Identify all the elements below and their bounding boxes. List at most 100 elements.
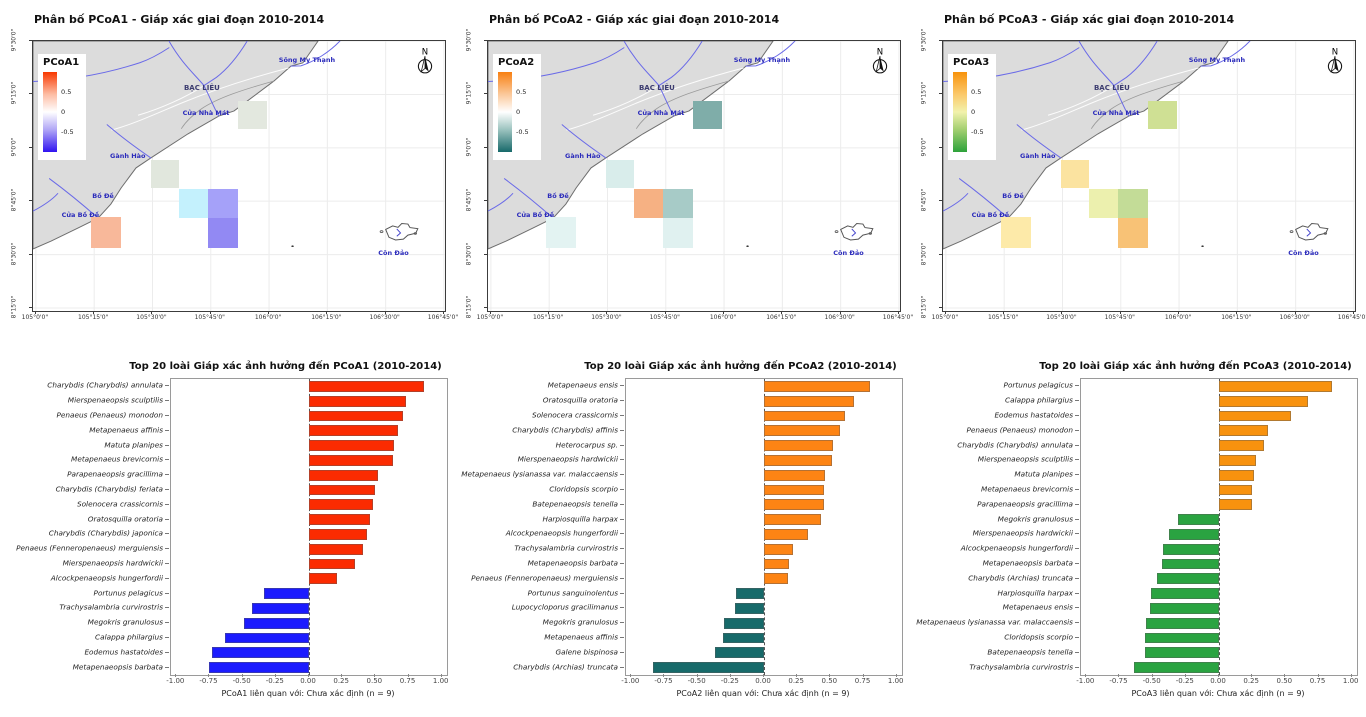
species-label: Trachysalambria curvirostris <box>514 543 618 553</box>
species-label: Metapenaeus ensis <box>547 380 618 390</box>
map-x-tick-label: 105°0'0" <box>476 314 504 321</box>
bar <box>764 484 824 496</box>
chart-x-tick <box>895 674 897 677</box>
con-dao-island <box>380 224 418 240</box>
species-axis-tick <box>620 518 624 520</box>
bar <box>764 499 824 511</box>
chart-x-tick-label: -0.75 <box>199 677 218 685</box>
chart-x-tick-label: -0.75 <box>654 677 673 685</box>
species-axis-tick <box>620 444 624 446</box>
map-y-tick-label: 9°0'0" <box>465 137 473 157</box>
species-axis-tick <box>165 429 169 431</box>
map-legend: PCoA1 0.5 0 -0.5 <box>38 54 86 160</box>
chart-x-tick-label: -0.75 <box>1109 677 1128 685</box>
chart-x-tick <box>1284 674 1286 677</box>
chart-x-tick-label: -0.25 <box>1175 677 1194 685</box>
bar <box>309 410 404 422</box>
chart-x-tick-label: 1.00 <box>1342 677 1359 685</box>
species-axis-tick <box>1075 415 1079 416</box>
map-x-tick <box>839 311 841 314</box>
chart-x-axis-label: PCoA3 liên quan với: Chưa xác định (n = … <box>1131 689 1305 698</box>
species-axis-tick <box>1075 563 1079 564</box>
species-label: Harpiosquilla harpax <box>997 588 1073 598</box>
species-axis-tick <box>620 577 624 579</box>
legend-title: PCoA2 <box>498 57 535 68</box>
bar <box>309 381 425 392</box>
species-axis-tick <box>1075 651 1079 653</box>
species-label: Oratosquilla oratoria <box>87 514 163 524</box>
map-y-tick <box>29 307 32 309</box>
map-y-tick <box>484 253 487 255</box>
species-label: Metapenaeopsis barbata <box>982 558 1073 568</box>
species-label: Eodemus hastatoides <box>84 647 163 657</box>
species-axis-tick <box>165 637 169 638</box>
species-label: Metapenaeopsis barbata <box>527 558 618 568</box>
map-y-tick <box>939 40 942 42</box>
species-axis-tick <box>1075 444 1079 446</box>
species-label: Calappa philargius <box>95 632 163 642</box>
chart-x-tick <box>208 674 210 677</box>
species-label: Alcockpenaeopsis hungerfordii <box>960 543 1073 553</box>
raster-cell <box>238 100 267 130</box>
species-label: Parapenaeopsis gracillima <box>67 469 163 479</box>
species-label: Parapenaeopsis gracillima <box>977 499 1073 509</box>
species-label: Batepenaeopsis tenella <box>987 647 1073 657</box>
species-label: Galene bispinosa <box>555 647 618 657</box>
species-label: Eodemus hastatoides <box>994 410 1073 420</box>
con-dao-island <box>835 224 873 240</box>
map-x-tick-label: 105°15'0" <box>988 314 1019 321</box>
map-y-tick <box>29 253 32 255</box>
place-label: Bồ Đề <box>1002 192 1024 201</box>
species-axis-tick <box>620 385 624 387</box>
legend-tick-label: 0 <box>971 108 976 116</box>
bar <box>309 514 371 525</box>
bar <box>263 588 309 599</box>
chart-x-tick-label: 0.75 <box>854 677 871 685</box>
raster-cell <box>1148 100 1177 130</box>
species-axis-tick <box>1075 637 1079 638</box>
north-arrow-icon: N <box>1327 48 1343 74</box>
bar <box>736 588 764 599</box>
raster-cell <box>208 218 239 249</box>
map-x-tick-label: 105°30'0" <box>136 314 167 321</box>
species-axis-tick <box>165 607 169 609</box>
chart-x-tick-label: -0.50 <box>232 677 251 685</box>
raster-cell <box>693 100 722 130</box>
map-y-tick-label: 9°0'0" <box>10 137 18 157</box>
species-axis-tick <box>1075 385 1079 387</box>
map-y-tick-label: 9°15'0" <box>465 82 473 105</box>
species-label: Solenocera crassicornis <box>76 499 163 509</box>
place-label: Bồ Đề <box>92 192 114 201</box>
bar <box>1219 381 1332 392</box>
north-arrow: N <box>869 46 891 78</box>
bar-chart-pcoa1: Top 20 loài Giáp xác ảnh hưởng đến PCoA1… <box>0 352 455 717</box>
place-label: Cửa Nhà Mát <box>182 108 230 117</box>
species-axis-tick <box>1075 666 1079 668</box>
legend-tick-label: 0.5 <box>971 88 982 96</box>
map-legend: PCoA3 0.5 0 -0.5 <box>948 54 996 160</box>
map-y-tick-label: 8°45'0" <box>920 188 928 212</box>
map-x-tick <box>548 311 550 314</box>
species-label: Cloridopsis scorpio <box>549 484 618 494</box>
species-axis-tick <box>1075 489 1079 490</box>
map-x-tick <box>268 311 270 314</box>
species-label: Mierspenaeopsis sculptilis <box>67 395 163 405</box>
chart-x-tick <box>1218 674 1219 677</box>
map-y-tick <box>939 93 942 95</box>
chart-x-tick-label: -0.50 <box>687 677 706 685</box>
place-label: BẠC LIÊU <box>183 84 220 93</box>
svg-text:N: N <box>1332 48 1338 58</box>
legend-tick-label: -0.5 <box>61 128 74 136</box>
raster-cell <box>633 188 664 219</box>
species-label: Cloridopsis scorpio <box>1004 632 1073 642</box>
species-label: Mierspenaeopsis hardwickii <box>517 454 618 464</box>
chart-title: Top 20 loài Giáp xác ảnh hưởng đến PCoA2… <box>584 361 897 372</box>
map-x-tick-label: 105°30'0" <box>591 314 622 321</box>
map-x-tick-label: 106°15'0" <box>766 314 797 321</box>
species-axis-tick <box>620 622 624 624</box>
species-label: Charybdis (Archias) truncata <box>968 573 1073 583</box>
map-x-tick <box>93 311 95 314</box>
map-y-tick-label: 8°30'0" <box>465 242 473 265</box>
legend-tick-label: -0.5 <box>971 128 984 136</box>
chart-x-tick-label: -0.50 <box>1142 677 1161 685</box>
